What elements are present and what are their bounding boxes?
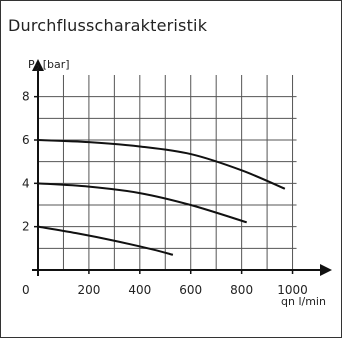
- x-tick-label: 1000: [277, 283, 308, 297]
- y-tick-label: 8: [22, 90, 30, 104]
- y-axis-label-sub: 2: [35, 64, 40, 73]
- x-axis-arrow: [320, 264, 332, 276]
- y-tick-label: 2: [22, 220, 30, 234]
- y-axis-label-p: P: [28, 58, 35, 71]
- x-tick-label: 0: [22, 283, 30, 297]
- x-tick-label: 800: [230, 283, 253, 297]
- grid: [38, 75, 297, 270]
- series-curve-3: [37, 139, 286, 190]
- x-tick-label: 200: [77, 283, 100, 297]
- x-tick-label: 400: [128, 283, 151, 297]
- y-axis-arrow: [32, 59, 44, 71]
- y-axis-label-unit: [bar]: [43, 58, 70, 71]
- y-tick-label: 4: [22, 176, 30, 190]
- x-tick-label: 600: [179, 283, 202, 297]
- y-axis-label: P2 [bar]: [28, 58, 70, 73]
- tick-labels: 2 4 6 8 0 200 400 600 800 1000: [22, 90, 308, 297]
- axes: [32, 59, 332, 276]
- curves: [37, 139, 286, 256]
- x-axis-label: qn l/min: [281, 295, 326, 308]
- y-tick-label: 6: [22, 133, 30, 147]
- series-curve-2: [37, 182, 248, 224]
- chart-title: Durchflusscharakteristik: [8, 16, 208, 35]
- series-curve-1: [37, 225, 174, 256]
